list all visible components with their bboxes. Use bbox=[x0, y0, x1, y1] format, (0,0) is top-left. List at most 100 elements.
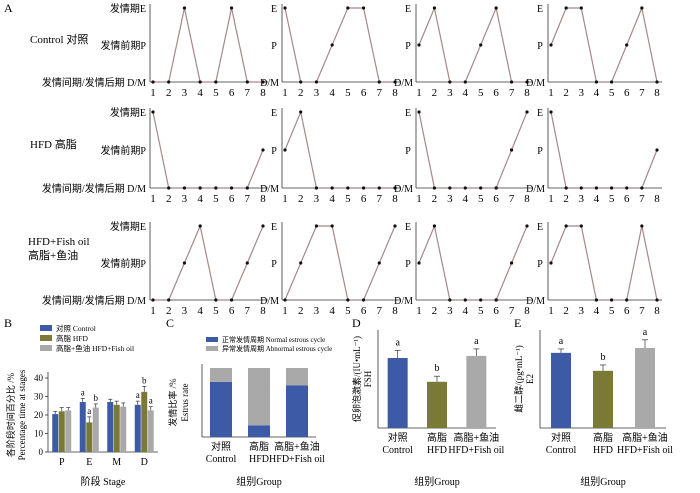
day-tick-label: 2 bbox=[432, 193, 438, 205]
day-tick-label: 6 bbox=[361, 305, 367, 317]
group-label: HFD 高脂 bbox=[30, 137, 77, 151]
bar bbox=[427, 381, 447, 428]
stage-label-e: E bbox=[537, 222, 543, 233]
stage-label-dm: D/M bbox=[526, 296, 545, 307]
cycle-point bbox=[330, 186, 334, 190]
day-tick-label: 5 bbox=[213, 193, 219, 205]
stage-label-dm: D/M bbox=[394, 296, 413, 307]
cycle-point bbox=[283, 298, 287, 302]
stage-label-dm: 发情间期/发情后期 D/M bbox=[42, 294, 146, 307]
cycle-point bbox=[479, 43, 483, 47]
x-tick-label: HFD+Fish oil bbox=[269, 454, 325, 465]
cycle-point bbox=[432, 224, 437, 228]
cycle-point bbox=[261, 148, 265, 152]
x-tick-label: HFD bbox=[593, 445, 613, 456]
day-tick-label: 5 bbox=[345, 193, 351, 205]
cycle-point bbox=[151, 80, 155, 84]
day-tick-label: 4 bbox=[329, 87, 335, 99]
group-label: Control 对照 bbox=[30, 32, 88, 46]
cycle-point bbox=[463, 186, 467, 190]
cycle-point bbox=[479, 298, 483, 302]
cycle-line bbox=[418, 111, 528, 189]
cycle-point bbox=[229, 186, 234, 190]
day-tick-label: 3 bbox=[182, 193, 188, 205]
stage-label-e: 发情期E bbox=[110, 2, 146, 15]
bar bbox=[141, 391, 148, 452]
cycle-point bbox=[564, 224, 568, 228]
day-tick-label: 1 bbox=[282, 305, 288, 317]
cycle-point bbox=[564, 186, 568, 190]
day-tick-label: 2 bbox=[563, 193, 569, 205]
x-tick-label: E bbox=[86, 457, 92, 468]
day-tick-label: 7 bbox=[245, 193, 251, 205]
stage-label-p: 发情前期P bbox=[100, 257, 146, 270]
bar bbox=[52, 414, 59, 452]
bar bbox=[134, 404, 141, 452]
cycle-point bbox=[448, 80, 452, 84]
cycle-line bbox=[284, 7, 395, 83]
significance-letter: b bbox=[94, 393, 99, 403]
day-tick-label: 1 bbox=[416, 305, 422, 317]
cycle-point bbox=[229, 298, 234, 302]
cycle-point bbox=[609, 186, 614, 190]
stage-label-p: P bbox=[537, 41, 543, 52]
x-axis-label: 组别Group bbox=[580, 475, 626, 488]
stage-label-e: E bbox=[271, 222, 277, 233]
stage-label-dm: D/M bbox=[260, 78, 279, 89]
bar bbox=[387, 358, 408, 428]
legend-swatch bbox=[206, 346, 218, 351]
day-tick-label: 3 bbox=[314, 193, 320, 205]
cycle-point bbox=[594, 80, 599, 84]
x-tick-label: 对照 bbox=[551, 431, 571, 444]
bar bbox=[635, 347, 655, 428]
cycle-point bbox=[640, 224, 644, 228]
cycle-point bbox=[609, 80, 614, 84]
day-tick-label: 6 bbox=[624, 193, 630, 205]
cycle-line bbox=[550, 111, 658, 189]
stage-label-dm: D/M bbox=[260, 296, 279, 307]
x-axis-label: 阶段 Stage bbox=[81, 475, 126, 488]
day-tick-label: 8 bbox=[654, 87, 660, 99]
stage-label-e: E bbox=[405, 222, 411, 233]
bar bbox=[65, 410, 72, 452]
day-tick-label: 6 bbox=[493, 305, 499, 317]
stage-label-p: 发情前期P bbox=[100, 144, 146, 157]
day-tick-label: 3 bbox=[447, 193, 453, 205]
day-tick-label: 6 bbox=[624, 87, 630, 99]
bar bbox=[86, 422, 93, 452]
stage-label-p: P bbox=[405, 259, 411, 270]
day-tick-label: 8 bbox=[654, 305, 660, 317]
legend-label: 正常发情周期 Normal estrous cycle bbox=[222, 335, 325, 344]
stage-label-p: P bbox=[271, 41, 277, 52]
y-axis-label: 发情比率 /% bbox=[167, 378, 178, 427]
cycle-point bbox=[229, 6, 234, 10]
y-tick-label: 30 bbox=[34, 392, 44, 402]
legend-label: 对照 Control bbox=[56, 323, 96, 333]
cycle-point bbox=[330, 224, 334, 228]
x-tick-label: D bbox=[141, 457, 148, 468]
stage-label-dm: D/M bbox=[394, 78, 413, 89]
y-tick-label: 0 bbox=[39, 447, 44, 457]
cycle-point bbox=[346, 186, 350, 190]
stacked-bar-segment bbox=[248, 425, 270, 437]
cycle-point bbox=[579, 6, 583, 10]
x-tick-label: Control bbox=[206, 454, 237, 465]
cycle-point bbox=[361, 6, 366, 10]
cycle-point bbox=[361, 186, 366, 190]
significance-letter: a bbox=[136, 390, 140, 400]
cycle-point bbox=[525, 110, 529, 114]
day-tick-label: 4 bbox=[197, 87, 203, 99]
stage-label-dm: D/M bbox=[260, 184, 279, 195]
y-axis-label: 各阶段时间百分比 /% bbox=[5, 372, 16, 457]
cycle-point bbox=[182, 186, 187, 190]
x-tick-label: 高脂+鱼油 bbox=[454, 431, 500, 444]
day-tick-label: 4 bbox=[463, 87, 469, 99]
cycle-point bbox=[393, 80, 397, 84]
bar bbox=[92, 407, 99, 452]
stage-label-p: P bbox=[271, 146, 277, 157]
cycle-point bbox=[625, 186, 629, 190]
group-label: HFD+Fish oil bbox=[28, 236, 90, 248]
cycle-point bbox=[377, 80, 381, 84]
